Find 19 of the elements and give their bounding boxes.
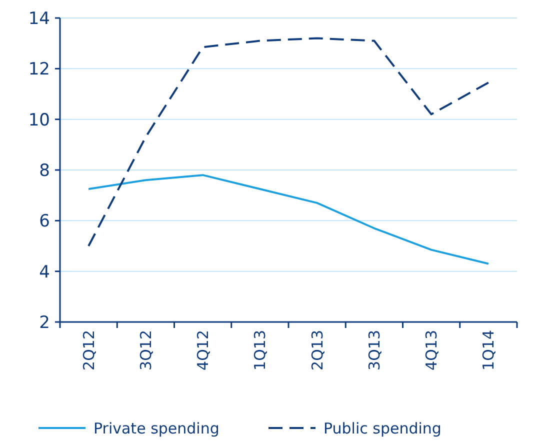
y-tick-label: 8 — [39, 160, 50, 181]
y-tick-label: 14 — [28, 8, 50, 29]
x-tick-label: 4Q12 — [194, 330, 212, 370]
x-tick-label: 2Q12 — [80, 330, 98, 370]
x-tick-label: 3Q13 — [365, 330, 384, 370]
legend-label: Private spending — [94, 419, 220, 438]
line-series — [88, 37, 490, 247]
x-tick-label: 4Q13 — [422, 330, 441, 370]
legend-label: Public spending — [324, 419, 442, 438]
y-tick-label: 6 — [39, 212, 50, 232]
x-tick-label: 1Q13 — [251, 330, 270, 370]
y-tick-label: 4 — [39, 262, 50, 282]
y-tick-label: 2 — [39, 312, 50, 333]
x-tick-label: 2Q13 — [308, 330, 326, 370]
y-tick-label: 10 — [28, 110, 50, 130]
x-tick-label: 3Q12 — [136, 330, 155, 370]
line-series — [88, 174, 490, 265]
y-tick-label: 12 — [28, 60, 50, 80]
x-tick-label: 1Q14 — [480, 330, 498, 370]
